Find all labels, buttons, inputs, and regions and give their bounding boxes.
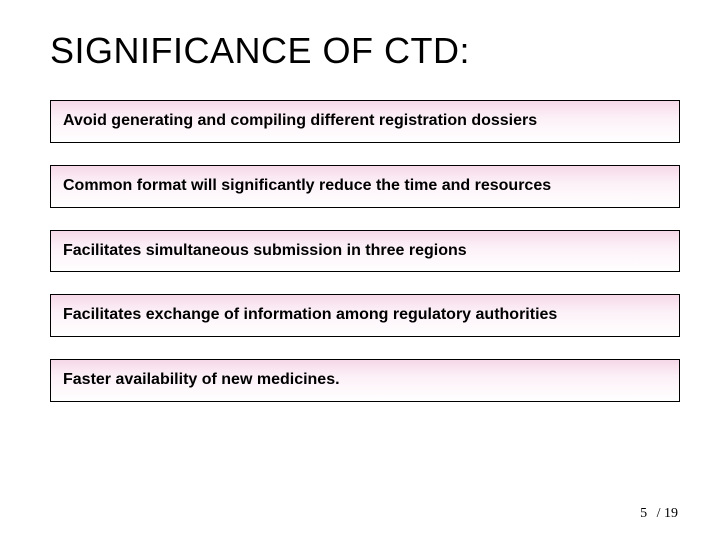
page-number: 5 / 19 <box>640 506 678 522</box>
page-current: 5 <box>640 506 647 521</box>
info-box: Faster availability of new medicines. <box>50 359 680 402</box>
page-total: / 19 <box>657 506 678 521</box>
info-box: Common format will significantly reduce … <box>50 165 680 208</box>
info-box: Facilitates exchange of information amon… <box>50 294 680 337</box>
box-list: Avoid generating and compiling different… <box>50 100 680 402</box>
slide: SIGNIFICANCE OF CTD: Avoid generating an… <box>0 0 720 540</box>
slide-title: SIGNIFICANCE OF CTD: <box>50 30 680 72</box>
info-box: Facilitates simultaneous submission in t… <box>50 230 680 273</box>
info-box: Avoid generating and compiling different… <box>50 100 680 143</box>
